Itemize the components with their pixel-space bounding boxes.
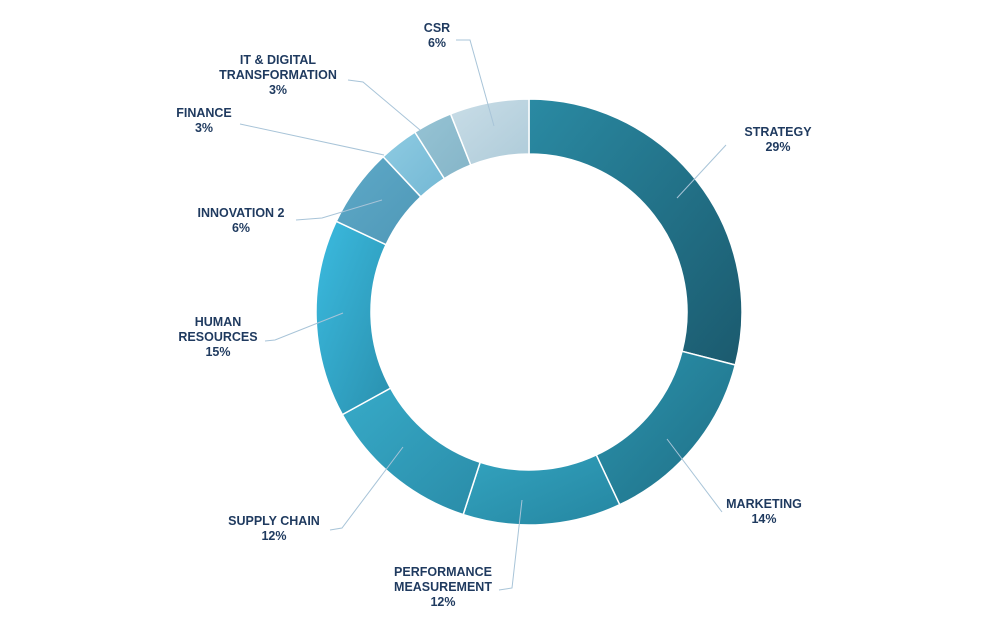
slice-label: MARKETING 14% [726,497,802,526]
donut-slice-human-resources [315,220,392,416]
slice-label: PERFORMANCE MEASUREMENT 12% [394,565,492,609]
slice-labels: STRATEGY 29% MARKETING 14% PERFORMANCE MEASUR… [176,21,812,609]
leader-line [239,123,385,156]
slice-label: INNOVATION 2 6% [197,206,284,235]
donut-slice-marketing [595,350,737,506]
leader-line [498,499,523,591]
leader-line [676,144,727,199]
slice-label: IT & DIGITAL TRANSFORMATION 3% [219,53,337,97]
leader-line [264,312,344,342]
leader-line [666,438,723,513]
leader-lines [239,39,727,591]
slice-label: CSR 6% [424,21,450,50]
leader-line [295,199,383,221]
leader-line [329,446,404,531]
slice-label: STRATEGY 29% [744,125,812,154]
leader-line [347,79,421,131]
slice-label: SUPPLY CHAIN 12% [228,514,320,543]
leader-line [456,39,495,127]
slice-label: FINANCE 3% [176,106,232,135]
donut-segments [315,98,743,526]
donut-slice-strategy [528,98,743,366]
donut-slice-csr [449,98,530,167]
slice-label: HUMAN RESOURCES 15% [178,315,257,359]
donut-slice-supply-chain [341,387,482,516]
donut-slice-performance-measurement [462,453,621,526]
